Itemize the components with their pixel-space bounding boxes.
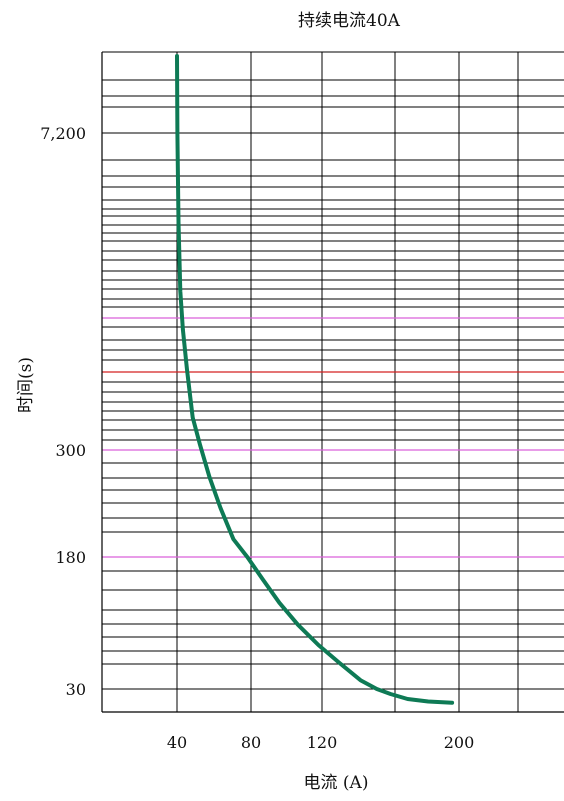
x-tick-label: 200 [444, 733, 475, 752]
x-axis-label: 电流 (A) [304, 773, 369, 793]
y-tick-label: 180 [55, 548, 86, 567]
series-line [175, 54, 455, 705]
x-tick-label: 40 [167, 733, 187, 752]
chart-title: 持续电流40A [298, 11, 401, 31]
y-tick-label: 300 [55, 441, 86, 460]
x-tick-label: 120 [307, 733, 338, 752]
y-axis-label: 时间(s) [16, 357, 36, 413]
y-tick-label: 30 [66, 680, 86, 699]
grid [102, 52, 564, 712]
x-tick-label: 80 [241, 733, 261, 752]
y-tick-labels: 7,200 300 180 30 [40, 124, 86, 699]
plot-frame [101, 51, 564, 713]
reference-lines [102, 317, 564, 558]
y-tick-label: 7,200 [40, 124, 86, 143]
series-layer [175, 54, 455, 705]
x-tick-labels: 40 80 120 200 [167, 733, 474, 752]
